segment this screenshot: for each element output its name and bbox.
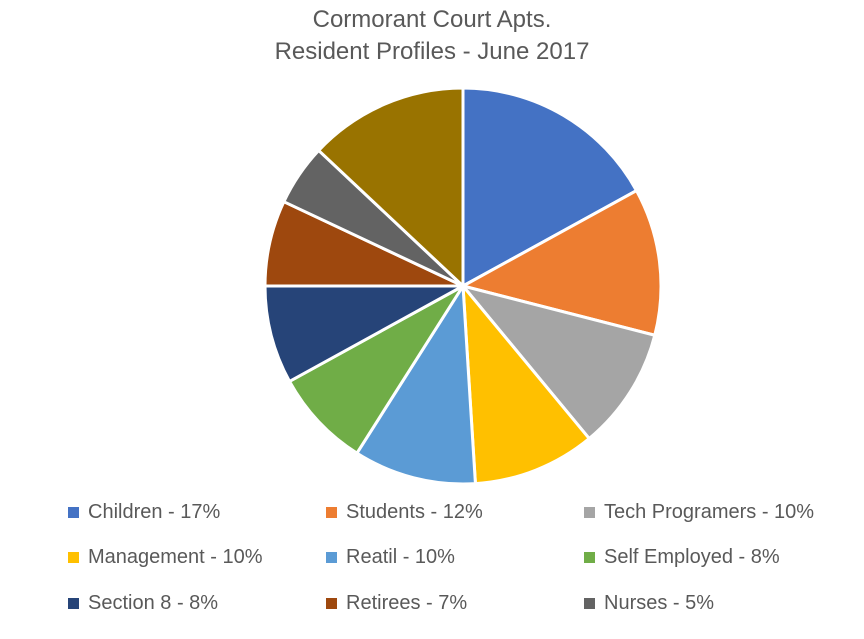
legend-item: Students - 12% xyxy=(326,501,483,524)
legend-item: Self Employed - 8% xyxy=(584,546,780,569)
legend-swatch xyxy=(326,552,337,563)
legend-item: Section 8 - 8% xyxy=(68,592,218,615)
legend-item: Children - 17% xyxy=(68,501,220,524)
legend-label: Tech Programers - 10% xyxy=(604,501,815,523)
pie-slice-9 xyxy=(317,86,465,288)
legend-item: Reatil - 10% xyxy=(326,546,455,569)
legend-label: Management - 10% xyxy=(88,546,263,568)
pie-chart xyxy=(263,86,663,486)
legend-swatch xyxy=(584,507,595,518)
pie-slice-4 xyxy=(355,284,477,486)
legend-swatch xyxy=(326,598,337,609)
legend-label: Children - 17% xyxy=(88,501,221,523)
pie-slice-2 xyxy=(461,284,657,441)
legend-swatch xyxy=(326,507,337,518)
legend-swatch xyxy=(584,598,595,609)
pie-slice-6 xyxy=(263,284,465,383)
chart-title: Cormorant Court Apts. xyxy=(312,6,552,33)
legend-item: Nurses - 5% xyxy=(584,592,714,615)
legend-label: Students - 12% xyxy=(346,501,483,523)
legend-item: Management - 10% xyxy=(68,546,263,569)
pie-slice-0 xyxy=(461,86,639,288)
pie-slice-5 xyxy=(287,284,465,455)
legend-label: Nurses - 5% xyxy=(604,592,715,614)
legend-label: Reatil - 10% xyxy=(346,546,455,568)
legend-label: Retirees - 7% xyxy=(346,592,468,614)
legend-label: Section 8 - 8% xyxy=(88,592,219,614)
legend-swatch xyxy=(68,598,79,609)
legend-swatch xyxy=(584,552,595,563)
legend-swatch xyxy=(68,507,79,518)
pie-slice-1 xyxy=(461,189,663,337)
chart-subtitle: Resident Profiles - June 2017 xyxy=(274,38,590,65)
legend-swatch xyxy=(68,552,79,563)
legend-label: Self Employed - 8% xyxy=(604,546,780,568)
legend-item: Retirees - 7% xyxy=(326,592,467,615)
legend-item: Tech Programers - 10% xyxy=(584,501,814,524)
pie-slice-3 xyxy=(461,284,591,486)
